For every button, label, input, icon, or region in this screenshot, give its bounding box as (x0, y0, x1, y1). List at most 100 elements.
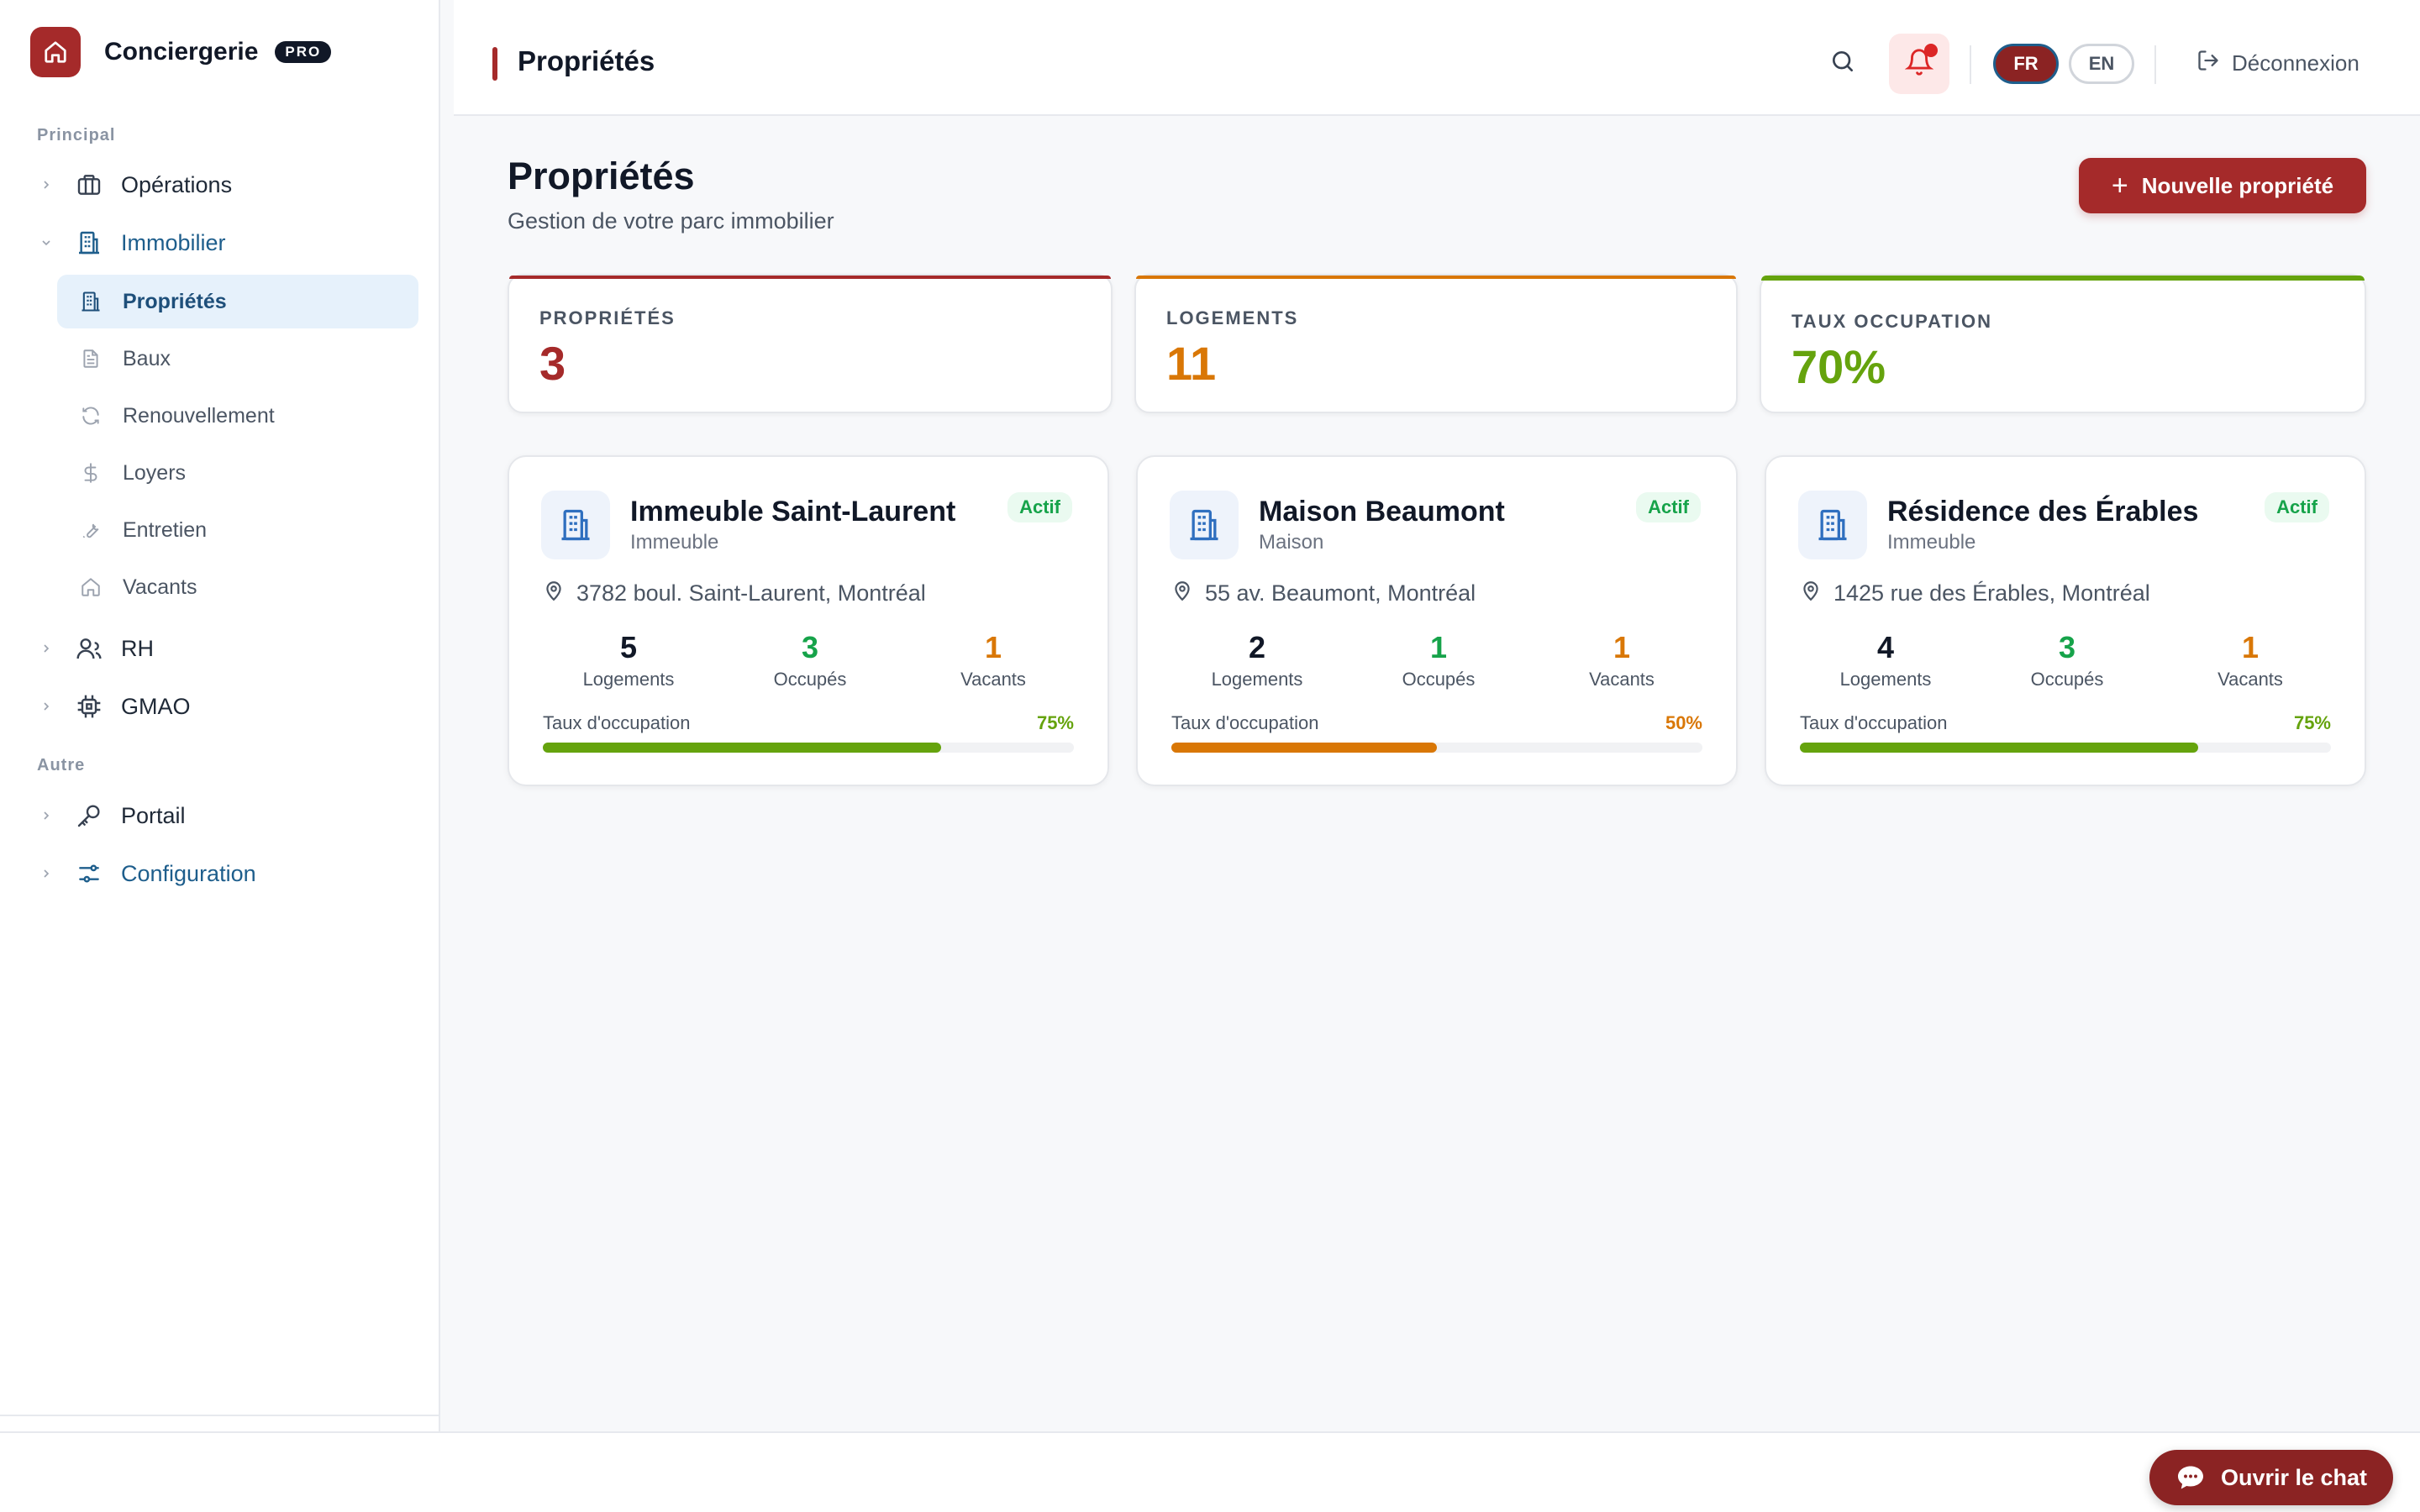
property-address: 55 av. Beaumont, Montréal (1171, 580, 1476, 607)
sidebar-subitem-entretien[interactable]: Entretien (57, 503, 418, 557)
chip-icon (74, 691, 104, 722)
sidebar: Conciergerie PRO Principal Opérations Im… (0, 0, 440, 1512)
sidebar-subitem-vacants[interactable]: Vacants (57, 560, 418, 614)
dollar-icon (77, 459, 104, 486)
occupation-fill (1800, 743, 2198, 753)
brand-name: Conciergerie (104, 38, 259, 66)
divider (2154, 45, 2156, 84)
sidebar-subitem-proprietes[interactable]: Propriétés (57, 275, 418, 328)
address-text: 1425 rue des Érables, Montréal (1833, 580, 2150, 606)
stat-card-proprietes: PROPRIÉTÉS 3 (508, 274, 1113, 413)
stat-card-taux-occupation: TAUX OCCUPATION 70% (1760, 274, 2366, 413)
section-label-principal: Principal (37, 126, 116, 144)
chevron-right-icon (34, 809, 59, 822)
sidebar-subitem-label: Propriétés (123, 289, 227, 313)
stat-logements: 2 Logements (1173, 630, 1341, 690)
stat-logements: 5 Logements (544, 630, 713, 690)
chevron-down-icon (34, 236, 59, 249)
property-type: Immeuble (1887, 531, 1976, 554)
stat-caption: Vacants (960, 669, 1026, 690)
occupation-percent: 75% (2293, 712, 2331, 733)
sidebar-item-rh[interactable]: RH (34, 623, 154, 674)
building-icon (74, 228, 104, 258)
sidebar-subitem-label: Baux (123, 346, 171, 370)
stat-number: 1 (2241, 630, 2260, 664)
stat-caption: Logements (582, 669, 675, 690)
stat-caption: Vacants (2217, 669, 2283, 690)
stat-number: 4 (1876, 630, 1895, 664)
sidebar-subitem-label: Entretien (123, 517, 208, 542)
topbar-title: Propriétés (518, 45, 655, 76)
property-name: Maison Beaumont (1259, 496, 1505, 528)
logout-label: Déconnexion (2232, 50, 2360, 76)
map-pin-icon (543, 580, 565, 607)
sidebar-item-configuration[interactable]: Configuration (34, 848, 256, 899)
search-button[interactable] (1823, 44, 1862, 82)
stat-accent-bar (509, 276, 1111, 279)
property-card[interactable]: Résidence des Érables Immeuble Actif 142… (1765, 455, 2366, 786)
stat-occupes: 1 Occupés (1355, 630, 1523, 690)
lang-fr-button[interactable]: FR (1993, 44, 2059, 84)
occupation-label: Taux d'occupation (1171, 712, 1319, 733)
stat-label: PROPRIÉTÉS (539, 307, 676, 328)
sidebar-subitem-loyers[interactable]: Loyers (57, 446, 418, 500)
sidebar-item-portail[interactable]: Portail (34, 790, 186, 841)
home-icon (30, 27, 81, 77)
chevron-right-icon (34, 642, 59, 655)
logout-button[interactable]: Déconnexion (2196, 49, 2360, 78)
stat-occupes: 3 Occupés (726, 630, 894, 690)
address-text: 55 av. Beaumont, Montréal (1205, 580, 1476, 606)
stat-caption: Logements (1211, 669, 1303, 690)
stat-caption: Occupés (2030, 669, 2104, 690)
status-badge: Actif (2265, 492, 2329, 522)
status-badge: Actif (1007, 492, 1072, 522)
notifications-button[interactable] (1889, 34, 1949, 94)
logout-icon (2196, 49, 2220, 78)
new-property-button[interactable]: + Nouvelle propriété (2079, 158, 2366, 213)
open-chat-button[interactable]: Ouvrir le chat (2149, 1450, 2393, 1505)
stat-number: 5 (619, 630, 638, 664)
stat-label: LOGEMENTS (1166, 307, 1299, 328)
new-property-label: Nouvelle propriété (2141, 172, 2334, 198)
sidebar-item-operations[interactable]: Opérations (34, 160, 232, 210)
property-card[interactable]: Maison Beaumont Maison Actif 55 av. Beau… (1136, 455, 1738, 786)
title-accent (492, 47, 497, 81)
occupation-fill (543, 743, 941, 753)
sidebar-subitem-label: Renouvellement (123, 403, 275, 428)
property-card[interactable]: Immeuble Saint-Laurent Immeuble Actif 37… (508, 455, 1109, 786)
stat-value: 70% (1791, 340, 1886, 393)
stat-number: 3 (801, 630, 819, 664)
property-address: 3782 boul. Saint-Laurent, Montréal (543, 580, 926, 607)
sidebar-subitem-renouvellement[interactable]: Renouvellement (57, 389, 418, 443)
stat-vacants: 1 Vacants (2166, 630, 2334, 690)
stat-vacants: 1 Vacants (1538, 630, 1706, 690)
refresh-icon (77, 402, 104, 429)
building-icon (77, 288, 104, 315)
building-icon (541, 491, 610, 559)
home-icon (77, 574, 104, 601)
divider (0, 1415, 440, 1416)
stat-caption: Logements (1839, 669, 1932, 690)
sidebar-item-label: Immobilier (121, 229, 226, 255)
sidebar-item-immobilier[interactable]: Immobilier (34, 218, 226, 268)
stat-value: 11 (1166, 337, 1217, 390)
stat-caption: Occupés (1402, 669, 1476, 690)
sidebar-subitem-baux[interactable]: Baux (57, 332, 418, 386)
pro-badge: PRO (275, 41, 332, 63)
occupation-bar (1171, 743, 1702, 753)
map-pin-icon (1800, 580, 1822, 607)
stat-number: 3 (2058, 630, 2076, 664)
bottom-bar (0, 1431, 2420, 1512)
lang-en-button[interactable]: EN (2069, 44, 2134, 84)
users-icon (74, 633, 104, 664)
document-icon (77, 345, 104, 372)
chat-bubble-icon (2175, 1462, 2206, 1493)
sidebar-subitem-label: Loyers (123, 460, 187, 485)
sidebar-subitem-label: Vacants (123, 575, 197, 599)
property-type: Maison (1259, 531, 1324, 554)
stat-logements: 4 Logements (1802, 630, 1970, 690)
brand[interactable]: Conciergerie PRO (30, 27, 332, 77)
stat-number: 1 (1612, 630, 1631, 664)
sidebar-item-gmao[interactable]: GMAO (34, 681, 191, 732)
stat-caption: Vacants (1589, 669, 1655, 690)
